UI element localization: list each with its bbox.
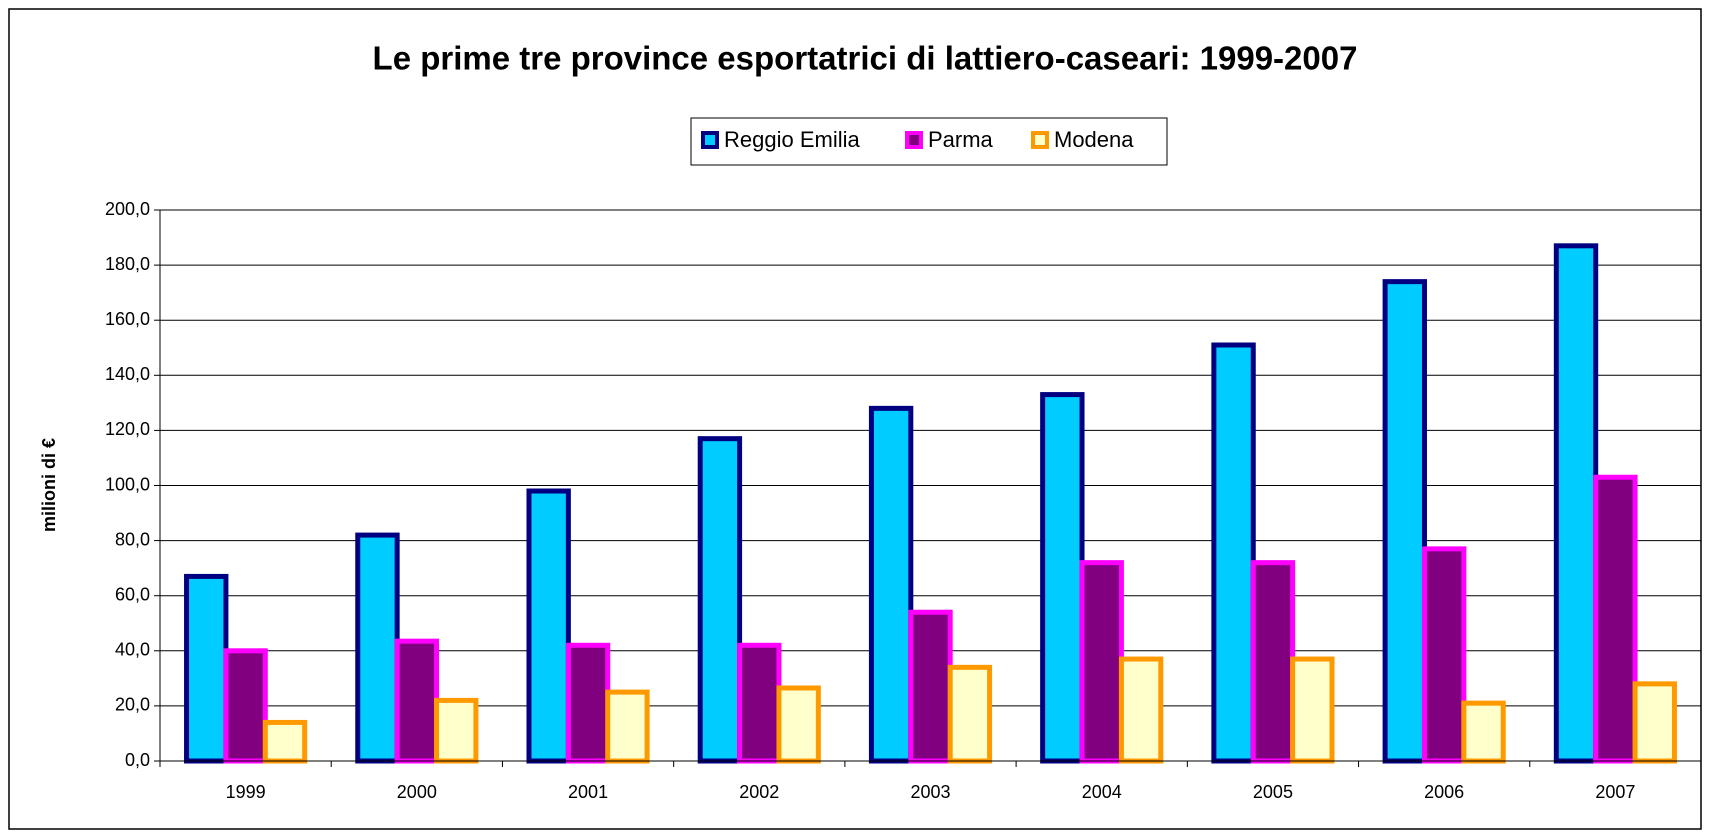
x-tick-label: 2005	[1253, 782, 1293, 802]
bar	[737, 642, 782, 764]
y-tick-label: 100,0	[105, 474, 150, 494]
bar	[1461, 700, 1506, 764]
y-tick-label: 200,0	[105, 199, 150, 219]
y-axis-label: milioni di €	[39, 438, 59, 532]
bar	[262, 719, 308, 764]
x-tick-label: 2007	[1595, 782, 1635, 802]
legend-box	[690, 117, 1168, 166]
x-tick-label: 2000	[397, 782, 437, 802]
y-tick-label: 180,0	[105, 254, 150, 274]
legend-label: Parma	[928, 127, 994, 152]
bar	[1421, 546, 1467, 764]
bar	[605, 689, 650, 764]
bar	[1079, 560, 1124, 764]
x-tick-label: 2004	[1082, 782, 1122, 802]
x-tick-label: 2006	[1424, 782, 1464, 802]
bar	[394, 638, 440, 764]
y-tick-label: 40,0	[115, 640, 150, 660]
bar	[1250, 560, 1296, 764]
y-tick-label: 120,0	[105, 419, 150, 439]
bar	[1553, 243, 1599, 764]
y-tick-label: 60,0	[115, 584, 150, 604]
legend-label: Reggio Emilia	[724, 127, 860, 152]
bar	[565, 642, 611, 764]
bar	[1290, 656, 1335, 764]
bar	[776, 685, 821, 764]
y-tick-label: 160,0	[105, 309, 150, 329]
bar	[868, 405, 914, 764]
bar	[1118, 656, 1164, 764]
x-tick-label: 2002	[739, 782, 779, 802]
bar	[908, 609, 953, 764]
bar	[184, 573, 229, 764]
legend-label: Modena	[1054, 127, 1134, 152]
bar	[526, 488, 571, 764]
bar	[697, 436, 743, 764]
bar	[1040, 392, 1085, 764]
x-tick-label: 2001	[568, 782, 608, 802]
bar	[355, 532, 400, 764]
bar	[1593, 474, 1638, 764]
x-tick-label: 1999	[226, 782, 266, 802]
bar	[1211, 342, 1256, 764]
bar	[1382, 279, 1427, 764]
bar	[947, 664, 993, 764]
bar	[223, 648, 268, 764]
bar	[434, 697, 479, 764]
y-tick-label: 80,0	[115, 529, 150, 549]
chart-title: Le prime tre province esportatrici di la…	[373, 40, 1358, 77]
x-tick-label: 2003	[910, 782, 950, 802]
bar	[1632, 681, 1677, 764]
y-tick-label: 140,0	[105, 364, 150, 384]
y-tick-label: 20,0	[115, 695, 150, 715]
legend-marker	[905, 131, 923, 149]
legend-marker	[701, 131, 719, 149]
legend-marker	[1031, 131, 1049, 149]
y-tick-label: 0,0	[125, 750, 150, 770]
